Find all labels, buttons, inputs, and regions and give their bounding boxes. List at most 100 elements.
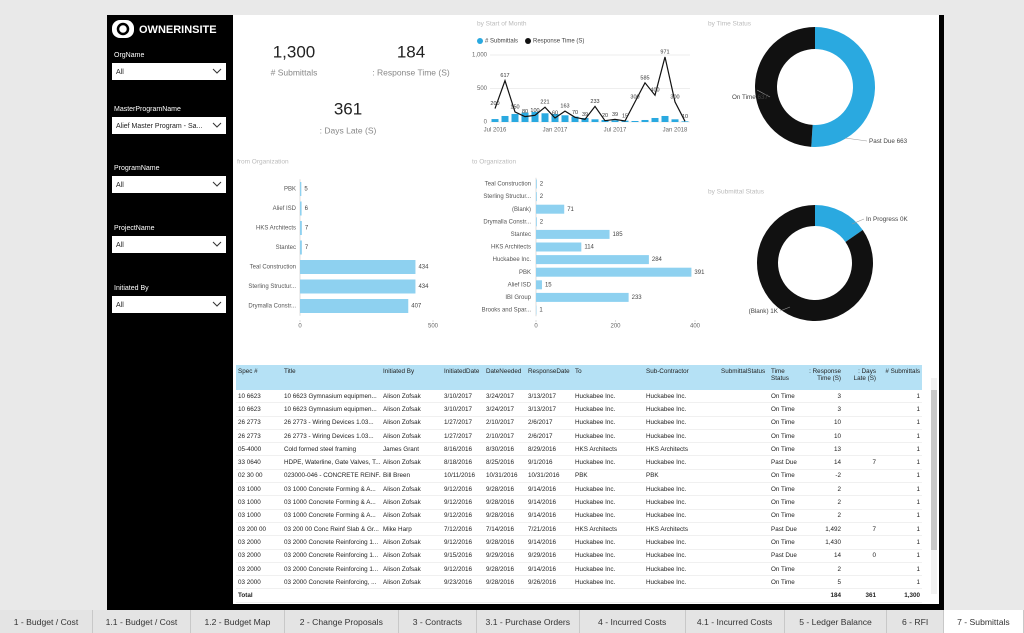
table-cell: 26 2773 - Wiring Devices 1.03... <box>282 429 381 444</box>
table-cell: Huckabee Inc. <box>573 509 644 523</box>
table-row: 03 200 00 03 200 00 Conc Reinf Slab & Gr.… <box>236 522 922 537</box>
table-cell <box>843 562 878 577</box>
point-label: 163 <box>560 104 569 110</box>
point-label: 80 <box>522 109 528 115</box>
category-label: Alief ISD <box>508 282 532 288</box>
column-header[interactable]: ResponseDate <box>526 365 573 390</box>
table-cell: 03 1000 Concrete Forming & A... <box>282 509 381 523</box>
table-cell: Huckabee Inc. <box>644 429 719 444</box>
table-cell: 3/13/2017 <box>526 390 573 404</box>
bar <box>561 115 569 122</box>
page-tab[interactable]: 6 - RFI <box>887 610 944 633</box>
table-cell: 1 <box>878 482 922 497</box>
page-tab[interactable]: 3 - Contracts <box>399 610 477 633</box>
column-header[interactable]: # Submittals <box>878 365 922 390</box>
page-tab[interactable]: 1.2 - Budget Map <box>191 610 285 633</box>
table-cell <box>719 522 769 537</box>
table-cell: 9/12/2016 <box>442 509 484 523</box>
filter-dropdown[interactable] <box>112 296 226 313</box>
point-label: 20 <box>602 113 608 119</box>
donut-slice <box>757 205 874 321</box>
filter-dropdown[interactable] <box>112 236 226 253</box>
table-cell: 03 1000 <box>236 509 282 523</box>
value-label: 6 <box>305 206 309 212</box>
page-tab[interactable]: 4.1 - Incurred Costs <box>686 610 785 633</box>
bar <box>651 117 659 122</box>
table-cell: 3 <box>803 390 843 404</box>
page-tab[interactable]: 4 - Incurred Costs <box>580 610 686 633</box>
table-cell: 9/28/2016 <box>484 575 526 590</box>
table-cell: 1/27/2017 <box>442 416 484 430</box>
table-cell: 9/14/2016 <box>526 535 573 550</box>
table-cell: 14 <box>803 455 843 470</box>
table-cell: -2 <box>803 469 843 484</box>
category-label: Brooks and Spar... <box>482 308 532 314</box>
chart-title: from Organization <box>237 159 289 166</box>
bar <box>536 229 610 239</box>
leader-line <box>756 89 771 98</box>
column-header[interactable]: Spec # <box>236 365 282 390</box>
chart-title: by Submittal Status <box>708 189 765 196</box>
point-label: 200 <box>490 101 499 107</box>
column-header[interactable]: Sub-Contractor <box>644 365 719 390</box>
filter-dropdown[interactable] <box>112 63 226 80</box>
bar <box>300 279 416 294</box>
table-row: 02 30 00 023000-046 - CONCRETE REINF... Bi… <box>236 469 922 484</box>
page-tab[interactable]: 1 - Budget / Cost <box>0 610 93 633</box>
page-tab[interactable]: 5 - Ledger Balance <box>785 610 888 633</box>
total-row: Total 184 361 1,300 <box>236 588 922 603</box>
column-header[interactable]: Title <box>282 365 381 390</box>
filter-value: All <box>116 182 124 189</box>
slice-value: 637 <box>757 94 768 101</box>
point-label: 39 <box>582 112 588 118</box>
column-header[interactable]: To <box>573 365 644 390</box>
table-cell: 1 <box>878 535 922 550</box>
column-header[interactable]: InitiatedDate <box>442 365 484 390</box>
logo-icon <box>112 20 134 38</box>
category-label: Teal Construction <box>250 265 296 271</box>
point-label: 15 <box>622 113 628 119</box>
table-cell: 1 <box>878 390 922 404</box>
table-row: 03 1000 03 1000 Concrete Forming & A... Al… <box>236 495 922 510</box>
table-cell: 3 <box>803 402 843 417</box>
value-label: 15 <box>545 282 552 288</box>
table-cell: Huckabee Inc. <box>573 535 644 550</box>
slice-label: (Blank) 1K <box>749 308 779 315</box>
column-header[interactable]: Time Status <box>769 365 803 390</box>
table-cell: 9/28/2016 <box>484 509 526 523</box>
slice-value: 1K <box>770 308 779 315</box>
table-cell: Huckabee Inc. <box>573 562 644 577</box>
bar <box>511 113 519 122</box>
dropdown-chevron <box>212 68 222 74</box>
card-label: : Days Late (S) <box>320 125 377 135</box>
column-header[interactable]: DateNeeded <box>484 365 526 390</box>
filter-dropdown[interactable] <box>112 117 226 134</box>
table-cell: Huckabee Inc. <box>573 482 644 497</box>
column-header[interactable]: : Days Late (S) <box>843 365 878 390</box>
table-cell: 2/10/2017 <box>484 429 526 444</box>
slice-label: In Progress 0K <box>866 216 908 223</box>
table-cell <box>381 588 442 603</box>
leader-line <box>844 137 868 142</box>
column-header[interactable]: : Response Time (S) <box>803 365 843 390</box>
table-cell: Alison Zofsak <box>381 509 442 523</box>
page-tab[interactable]: 3.1 - Purchase Orders <box>477 610 580 633</box>
filter-dropdown[interactable] <box>112 176 226 193</box>
category-label: PBK <box>519 270 531 276</box>
page-tab[interactable]: 7 - Submittals <box>943 610 1024 633</box>
point-label: 300 <box>670 94 679 100</box>
column-header[interactable]: SubmittalStatus <box>719 365 769 390</box>
page-tab[interactable]: 2 - Change Proposals <box>285 610 399 633</box>
line <box>494 56 686 122</box>
table-cell: 9/14/2016 <box>526 509 573 523</box>
table-cell <box>719 469 769 484</box>
column-header[interactable]: Initiated By <box>381 365 442 390</box>
page-tab[interactable]: 1.1 - Budget / Cost <box>93 610 191 633</box>
card-label: : Response Time (S) <box>372 67 450 77</box>
category-label: Stantec <box>276 245 296 251</box>
table-cell <box>282 588 381 603</box>
bar <box>536 267 692 277</box>
table-cell: 3/24/2017 <box>484 390 526 404</box>
table-cell: 03 2000 Concrete Reinforcing 1... <box>282 562 381 577</box>
